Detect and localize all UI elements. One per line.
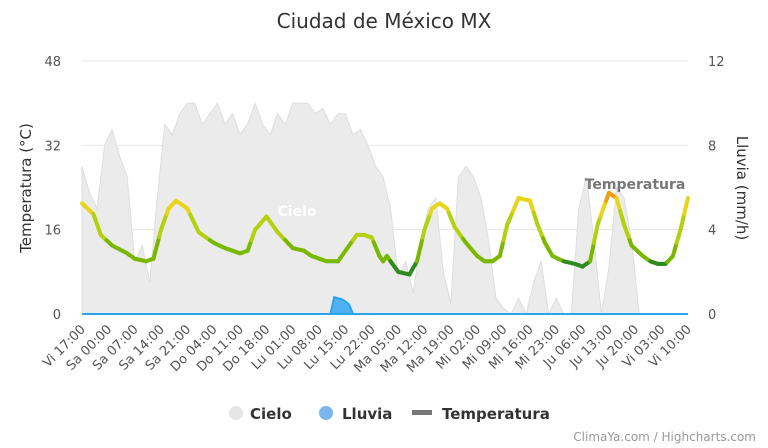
y-left-tick-label: 32	[44, 139, 61, 154]
y-left-ticks: 0 16 32 48	[44, 55, 61, 323]
y-right-tick-label: 8	[708, 139, 716, 154]
temperatura-line	[80, 190, 690, 277]
temperatura-segment	[684, 196, 690, 208]
y-right-ticks: 0 4 8 12	[708, 55, 725, 323]
y-left-tick-label: 16	[44, 224, 61, 239]
credits[interactable]: ClimaYa.com / Highcharts.com	[573, 430, 756, 444]
legend-temperatura-symbol	[412, 410, 432, 415]
legend-item-lluvia[interactable]: Lluvia	[319, 405, 392, 423]
legend-lluvia-symbol	[319, 406, 333, 420]
y-right-tick-label: 12	[708, 55, 725, 70]
y-left-tick-label: 0	[53, 308, 61, 323]
cielo-area	[81, 101, 688, 316]
lluvia-area-path	[82, 295, 688, 315]
legend-temperatura-label: Temperatura	[442, 405, 550, 423]
y-left-axis-label: Temperatura (°C)	[17, 123, 35, 254]
legend-cielo-label: Cielo	[250, 405, 292, 423]
y-right-tick-label: 4	[708, 224, 716, 239]
chart-title: Ciudad de México MX	[277, 9, 492, 33]
legend-item-temperatura[interactable]: Temperatura	[412, 405, 550, 423]
legend-lluvia-label: Lluvia	[342, 405, 392, 423]
y-right-axis-label: Lluvia (mm/h)	[733, 136, 751, 241]
y-right-tick-label: 0	[708, 308, 716, 323]
lluvia-area	[82, 295, 688, 315]
cielo-inline-label: Cielo	[278, 204, 317, 220]
cielo-area-path	[81, 101, 688, 316]
legend[interactable]: Cielo Lluvia Temperatura	[229, 405, 550, 423]
y-left-tick-label: 48	[44, 55, 61, 70]
legend-cielo-symbol	[229, 406, 243, 420]
temperatura-inline-label: Temperatura	[585, 177, 686, 193]
legend-item-cielo[interactable]: Cielo	[229, 405, 292, 423]
